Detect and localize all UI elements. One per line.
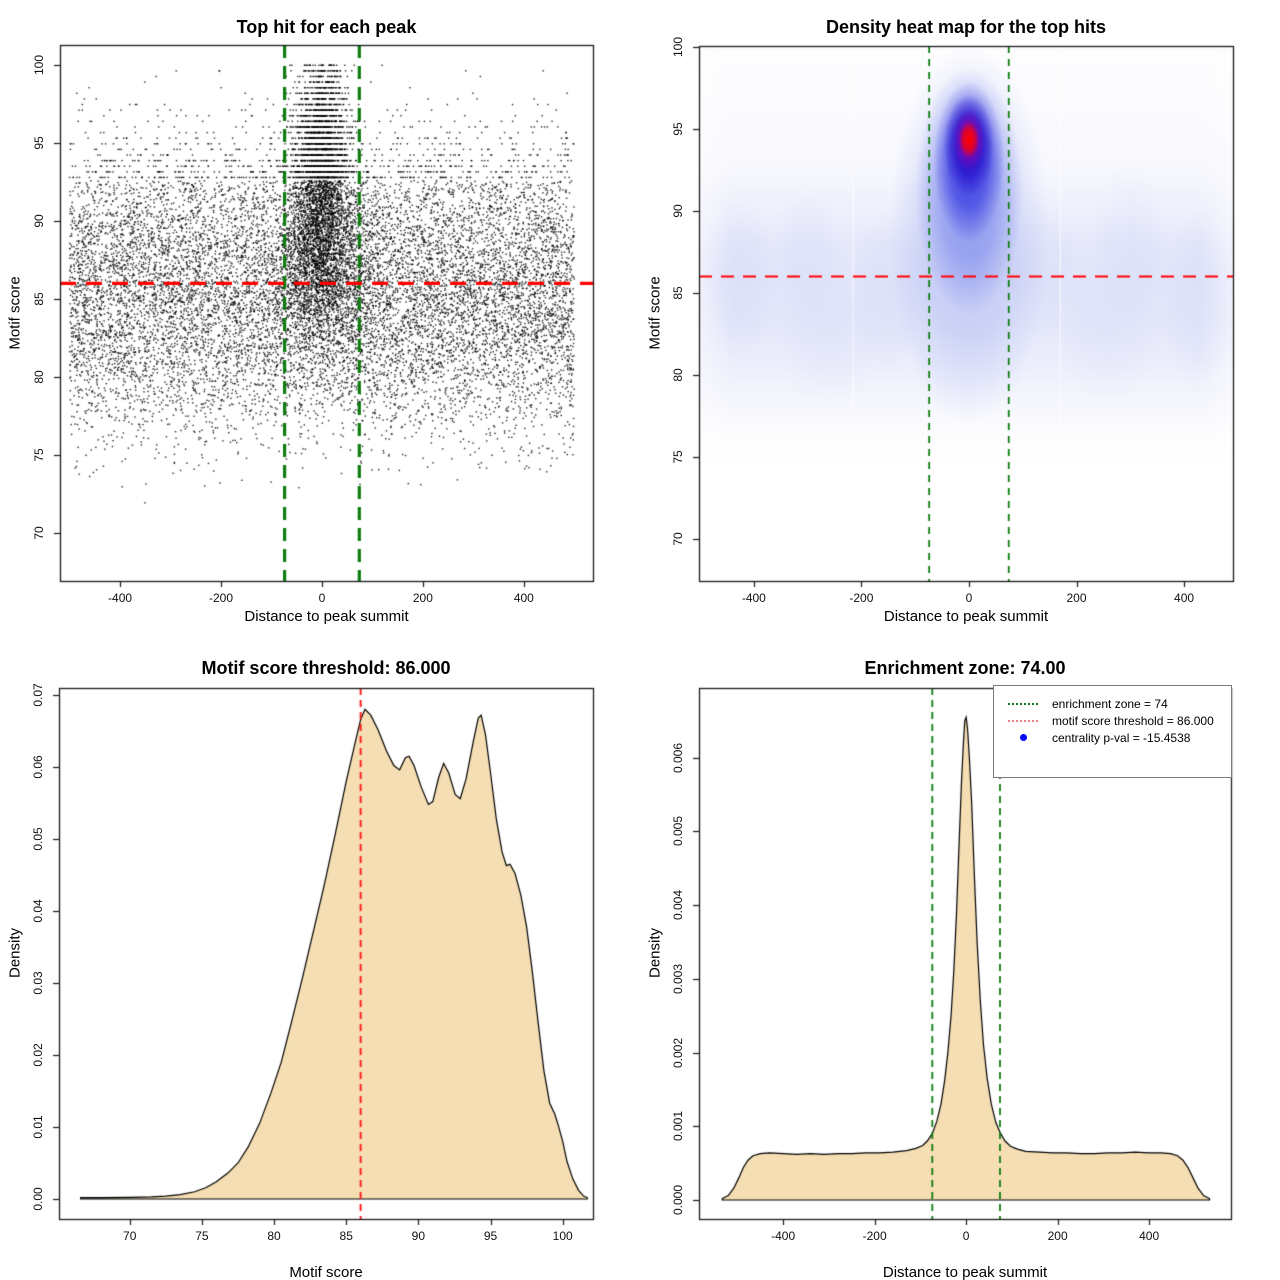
panel-title: Top hit for each peak	[236, 17, 417, 37]
y-axis-label: Motif score	[6, 276, 24, 350]
x-tick-label: -200	[208, 591, 234, 605]
x-tick-label: 0	[318, 591, 326, 605]
x-tick-label: 0	[965, 591, 973, 605]
legend-item-motif-threshold: motif score threshold = 86.000	[994, 712, 1231, 729]
y-tick-label: 0.001	[671, 1111, 685, 1142]
y-tick-label: 0.00	[31, 1187, 45, 1211]
blue-point-icon	[994, 734, 1052, 741]
x-tick-label: -400	[741, 591, 766, 605]
y-tick-label: 75	[671, 450, 685, 464]
y-axis-label: Density	[6, 927, 24, 979]
y-tick-label: 95	[671, 122, 685, 136]
panel-title: Enrichment zone: 74.00	[864, 658, 1066, 678]
x-axis-label: Distance to peak summit	[244, 608, 409, 625]
scatter-plot-canvas	[0, 0, 640, 640]
x-tick-label: 0	[962, 1229, 970, 1243]
y-tick-label: 100	[671, 36, 685, 57]
panel-top-hit-scatter: Top hit for each peak Distance to peak s…	[0, 0, 640, 640]
y-tick-label: 0.02	[31, 1043, 45, 1067]
y-tick-label: 0.003	[671, 963, 685, 994]
x-tick-label: -400	[108, 591, 133, 605]
legend-item-centrality-pval: centrality p-val = -15.4538	[994, 729, 1231, 746]
y-tick-label: 80	[32, 370, 46, 384]
legend-label: centrality p-val = -15.4538	[1052, 730, 1191, 745]
legend-label: enrichment zone = 74	[1052, 696, 1168, 711]
x-tick-label: -400	[771, 1229, 796, 1243]
panel-title: Density heat map for the top hits	[825, 17, 1107, 37]
x-tick-label: 200	[1047, 1229, 1068, 1243]
y-tick-label: 0.01	[31, 1115, 45, 1139]
x-tick-label: 400	[513, 591, 534, 605]
y-tick-label: 85	[671, 286, 685, 300]
y-axis-label: Density	[646, 927, 664, 979]
panel-title: Motif score threshold: 86.000	[201, 658, 451, 678]
x-tick-label: 200	[412, 591, 433, 605]
y-tick-label: 85	[32, 292, 46, 306]
x-tick-label: 200	[1066, 591, 1087, 605]
y-tick-label: 75	[32, 448, 46, 462]
heatmap-canvas	[640, 0, 1280, 640]
x-axis-label: Motif score	[289, 1264, 363, 1280]
panel-density-heatmap: Density heat map for the top hits Distan…	[640, 0, 1280, 640]
x-tick-label: 90	[411, 1229, 426, 1243]
x-tick-label: 75	[195, 1229, 209, 1243]
y-tick-label: 95	[32, 136, 46, 150]
panel-distance-density: Enrichment zone: 74.00 Distance to peak …	[640, 640, 1280, 1280]
y-axis-label: Motif score	[646, 276, 664, 350]
x-tick-label: 100	[552, 1229, 573, 1243]
y-tick-label: 0.06	[31, 755, 45, 779]
x-tick-label: -200	[849, 591, 874, 605]
x-tick-label: -200	[862, 1229, 887, 1243]
y-tick-label: 0.000	[671, 1184, 685, 1215]
y-tick-label: 100	[32, 55, 46, 76]
y-tick-label: 90	[32, 214, 46, 228]
x-tick-label: 400	[1174, 591, 1195, 605]
x-tick-label: 85	[339, 1229, 353, 1243]
density-plot-canvas	[0, 640, 640, 1280]
x-tick-label: 400	[1139, 1229, 1160, 1243]
y-tick-label: 70	[32, 526, 46, 540]
x-axis-label: Distance to peak summit	[882, 1264, 1048, 1280]
y-tick-label: 0.002	[671, 1037, 685, 1068]
legend-item-enrichment-zone: enrichment zone = 74	[994, 695, 1231, 712]
y-tick-label: 0.006	[671, 742, 685, 773]
green-dotted-line-icon	[994, 702, 1052, 705]
x-tick-label: 80	[267, 1229, 281, 1243]
red-dotted-line-icon	[994, 719, 1052, 722]
y-tick-label: 0.04	[31, 899, 45, 923]
legend: enrichment zone = 74 motif score thresho…	[993, 685, 1232, 778]
y-tick-label: 0.07	[31, 683, 45, 707]
y-tick-label: 0.03	[31, 971, 45, 995]
y-tick-label: 70	[671, 532, 685, 546]
y-tick-label: 0.05	[31, 827, 45, 851]
y-tick-label: 0.004	[671, 890, 685, 921]
y-tick-label: 80	[671, 368, 685, 382]
panel-motif-score-density: Motif score threshold: 86.000 Motif scor…	[0, 640, 640, 1280]
x-tick-label: 70	[123, 1229, 137, 1243]
y-tick-label: 90	[671, 204, 685, 218]
legend-label: motif score threshold = 86.000	[1052, 713, 1214, 728]
y-tick-label: 0.005	[671, 816, 685, 847]
x-tick-label: 95	[483, 1229, 498, 1243]
x-axis-label: Distance to peak summit	[883, 608, 1049, 625]
